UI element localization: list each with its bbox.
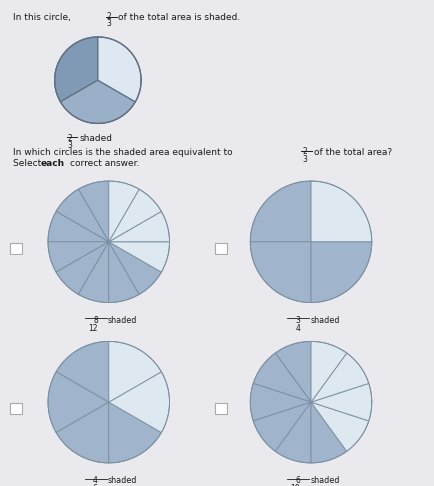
Polygon shape [78,181,108,242]
Polygon shape [56,402,108,463]
Polygon shape [108,242,161,295]
Text: 3: 3 [295,316,299,325]
Polygon shape [48,372,108,433]
Text: 2: 2 [302,147,306,156]
Polygon shape [275,402,310,463]
Polygon shape [310,341,346,402]
Polygon shape [108,341,161,402]
Polygon shape [55,37,98,102]
Text: 6: 6 [93,484,98,486]
Polygon shape [250,242,310,302]
Bar [10,403,23,414]
Text: In which circles is the shaded area equivalent to: In which circles is the shaded area equi… [13,148,232,157]
Polygon shape [310,353,368,402]
Polygon shape [250,181,310,242]
Text: 4: 4 [295,324,299,333]
Text: 2: 2 [106,12,111,21]
Polygon shape [60,80,135,123]
Text: correct answer.: correct answer. [70,159,139,169]
Polygon shape [56,242,108,295]
Polygon shape [108,189,161,242]
Text: each: each [41,159,65,169]
Polygon shape [108,402,161,463]
Polygon shape [310,181,371,242]
Text: In this circle,: In this circle, [13,13,71,22]
Polygon shape [108,211,169,242]
Text: Select: Select [13,159,44,169]
Bar [214,243,227,254]
Text: 6: 6 [295,476,299,486]
Text: 10: 10 [290,484,299,486]
Polygon shape [253,353,310,402]
Text: 12: 12 [88,324,98,333]
Polygon shape [78,242,108,302]
Polygon shape [275,341,310,402]
Polygon shape [98,37,141,102]
Polygon shape [310,402,346,463]
Text: 3: 3 [106,19,111,28]
Polygon shape [48,211,108,242]
Text: of the total area is shaded.: of the total area is shaded. [118,13,240,22]
Text: 3: 3 [302,155,306,164]
Text: shaded: shaded [108,476,137,486]
Text: 8: 8 [93,316,98,325]
Polygon shape [48,242,108,272]
Polygon shape [310,242,371,302]
Bar [214,403,227,414]
Polygon shape [310,383,371,421]
Bar [10,243,23,254]
Polygon shape [108,372,169,433]
Text: 2: 2 [67,134,72,143]
Text: shaded: shaded [79,134,112,143]
Polygon shape [108,181,139,242]
Polygon shape [56,341,108,402]
Polygon shape [108,242,139,302]
Polygon shape [56,189,108,242]
Text: shaded: shaded [309,316,339,325]
Polygon shape [253,402,310,451]
Text: shaded: shaded [309,476,339,486]
Polygon shape [310,402,368,451]
Polygon shape [108,242,169,272]
Text: 4: 4 [93,476,98,486]
Text: 3: 3 [67,141,72,150]
Text: of the total area?: of the total area? [313,148,391,157]
Polygon shape [250,383,310,421]
Text: shaded: shaded [108,316,137,325]
